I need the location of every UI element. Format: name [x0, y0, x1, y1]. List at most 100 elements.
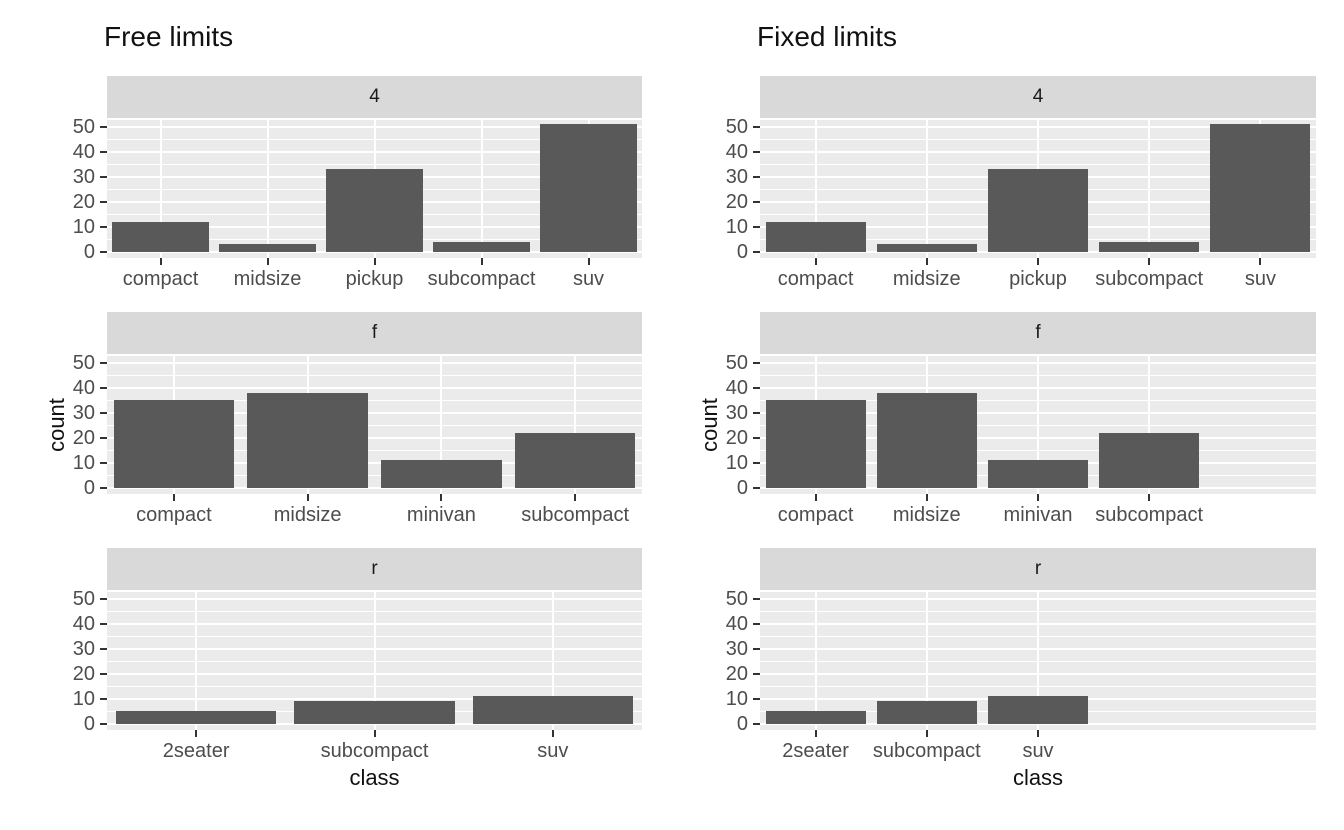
y-tick-label: 50	[72, 587, 95, 610]
y-tick-label: 20	[72, 426, 95, 449]
bar-4-pickup	[326, 169, 423, 252]
y-tick-label: 30	[72, 401, 95, 424]
bar-f-subcompact	[1099, 432, 1200, 488]
y-tick-label: 20	[72, 662, 95, 685]
x-tick-label: 2seater	[782, 740, 849, 762]
bar-f-minivan	[987, 460, 1089, 488]
y-tick	[753, 150, 760, 153]
x-tick-label: subcompact	[1095, 504, 1204, 526]
y-tick	[753, 622, 760, 625]
y-tick	[100, 125, 107, 128]
vertical-gridline	[814, 592, 817, 730]
major-gridline	[107, 361, 642, 364]
y-tick	[753, 411, 760, 414]
y-tick-label: 0	[736, 240, 748, 263]
bar-f-compact	[765, 400, 866, 488]
x-tick	[1148, 258, 1151, 265]
major-gridline	[107, 436, 642, 439]
x-tick	[195, 730, 198, 737]
bar-f-midsize	[876, 392, 977, 488]
facet-strip-r: r	[760, 548, 1316, 590]
y-tick	[100, 150, 107, 153]
facet-panel-4	[107, 120, 642, 258]
vertical-gridline	[1037, 592, 1039, 730]
bar-r-2seater	[115, 711, 277, 724]
x-tick-label: compact	[122, 268, 199, 290]
facet-panel-f	[760, 356, 1316, 494]
fixed-limits-chart: Fixed limits 4 0 10 20 30 40 50 compact midsize p…	[672, 0, 1344, 830]
minor-gridline	[107, 399, 642, 401]
y-tick-label: 40	[72, 612, 95, 635]
bar-f-midsize	[247, 392, 368, 488]
x-tick-label: compact	[777, 504, 854, 526]
x-tick	[159, 258, 162, 265]
y-tick	[753, 486, 760, 489]
x-tick-label: suv	[1022, 740, 1054, 762]
bar-f-minivan	[381, 460, 502, 488]
y-tick	[753, 436, 760, 439]
y-tick	[100, 697, 107, 700]
x-tick-label: suv	[537, 740, 569, 762]
y-tick-label: 30	[725, 637, 748, 660]
x-tick-label: compact	[136, 504, 212, 526]
facet-panel-f	[107, 356, 642, 494]
bar-r-2seater	[765, 711, 866, 724]
y-tick	[100, 722, 107, 725]
y-tick	[753, 672, 760, 675]
x-tick	[373, 730, 376, 737]
y-tick-label: 0	[83, 476, 95, 499]
vertical-gridline	[266, 120, 269, 258]
y-tick	[100, 461, 107, 464]
bar-f-compact	[113, 400, 235, 488]
y-tick-label: 40	[725, 376, 748, 399]
y-tick-label: 30	[72, 165, 95, 188]
x-tick	[574, 494, 577, 501]
vertical-gridline	[1037, 356, 1039, 494]
free-limits-chart: Free limits 4 0 10 20 30 40 50 compact midsize pi…	[44, 21, 642, 790]
x-tick	[925, 730, 928, 737]
y-tick-label: 10	[72, 451, 95, 474]
y-tick-label: 10	[725, 687, 748, 710]
y-tick-label: 0	[83, 240, 95, 263]
x-tick-label: suv	[1244, 268, 1276, 290]
x-tick-label: subcompact	[320, 740, 429, 762]
facet-strip-label: f	[1035, 322, 1041, 343]
y-tick-label: 20	[725, 662, 748, 685]
y-tick-label: 10	[72, 215, 95, 238]
facet-panel-r	[760, 592, 1316, 730]
x-tick-label: pickup	[345, 268, 404, 290]
facet-strip-r: r	[107, 548, 642, 590]
x-tick	[1259, 258, 1262, 265]
bar-r-suv	[987, 696, 1089, 724]
facet-strip-label: r	[1034, 558, 1042, 579]
vertical-gridline	[925, 592, 928, 730]
bar-4-pickup	[987, 169, 1089, 252]
x-tick-label: subcompact	[1095, 268, 1204, 290]
minor-gridline	[107, 424, 642, 426]
x-tick-label: subcompact	[872, 740, 981, 762]
facet-strip-label: 4	[369, 86, 380, 107]
minor-gridline	[107, 449, 642, 451]
bar-4-subcompact	[433, 241, 530, 252]
bar-f-subcompact	[514, 432, 636, 488]
major-gridline	[107, 386, 642, 389]
y-tick-label: 0	[736, 476, 748, 499]
x-tick-label: pickup	[1009, 268, 1067, 290]
y-tick-label: 0	[83, 712, 95, 735]
y-tick-label: 10	[72, 687, 95, 710]
bar-4-midsize	[219, 244, 316, 252]
x-tick-label: subcompact	[427, 268, 536, 290]
vertical-gridline	[551, 592, 554, 730]
y-tick-label: 50	[725, 351, 748, 374]
y-tick-label: 50	[725, 115, 748, 138]
y-tick-label: 50	[72, 115, 95, 138]
y-axis-title: count	[44, 398, 69, 452]
y-tick	[100, 200, 107, 203]
facet-strip-4: 4	[107, 76, 642, 118]
y-tick-label: 30	[725, 165, 748, 188]
x-tick	[440, 494, 443, 501]
facet-strip-4: 4	[760, 76, 1316, 118]
facet-strip-f: f	[760, 312, 1316, 354]
facet-panel-r	[107, 592, 642, 730]
facet-panel-4	[760, 120, 1316, 258]
